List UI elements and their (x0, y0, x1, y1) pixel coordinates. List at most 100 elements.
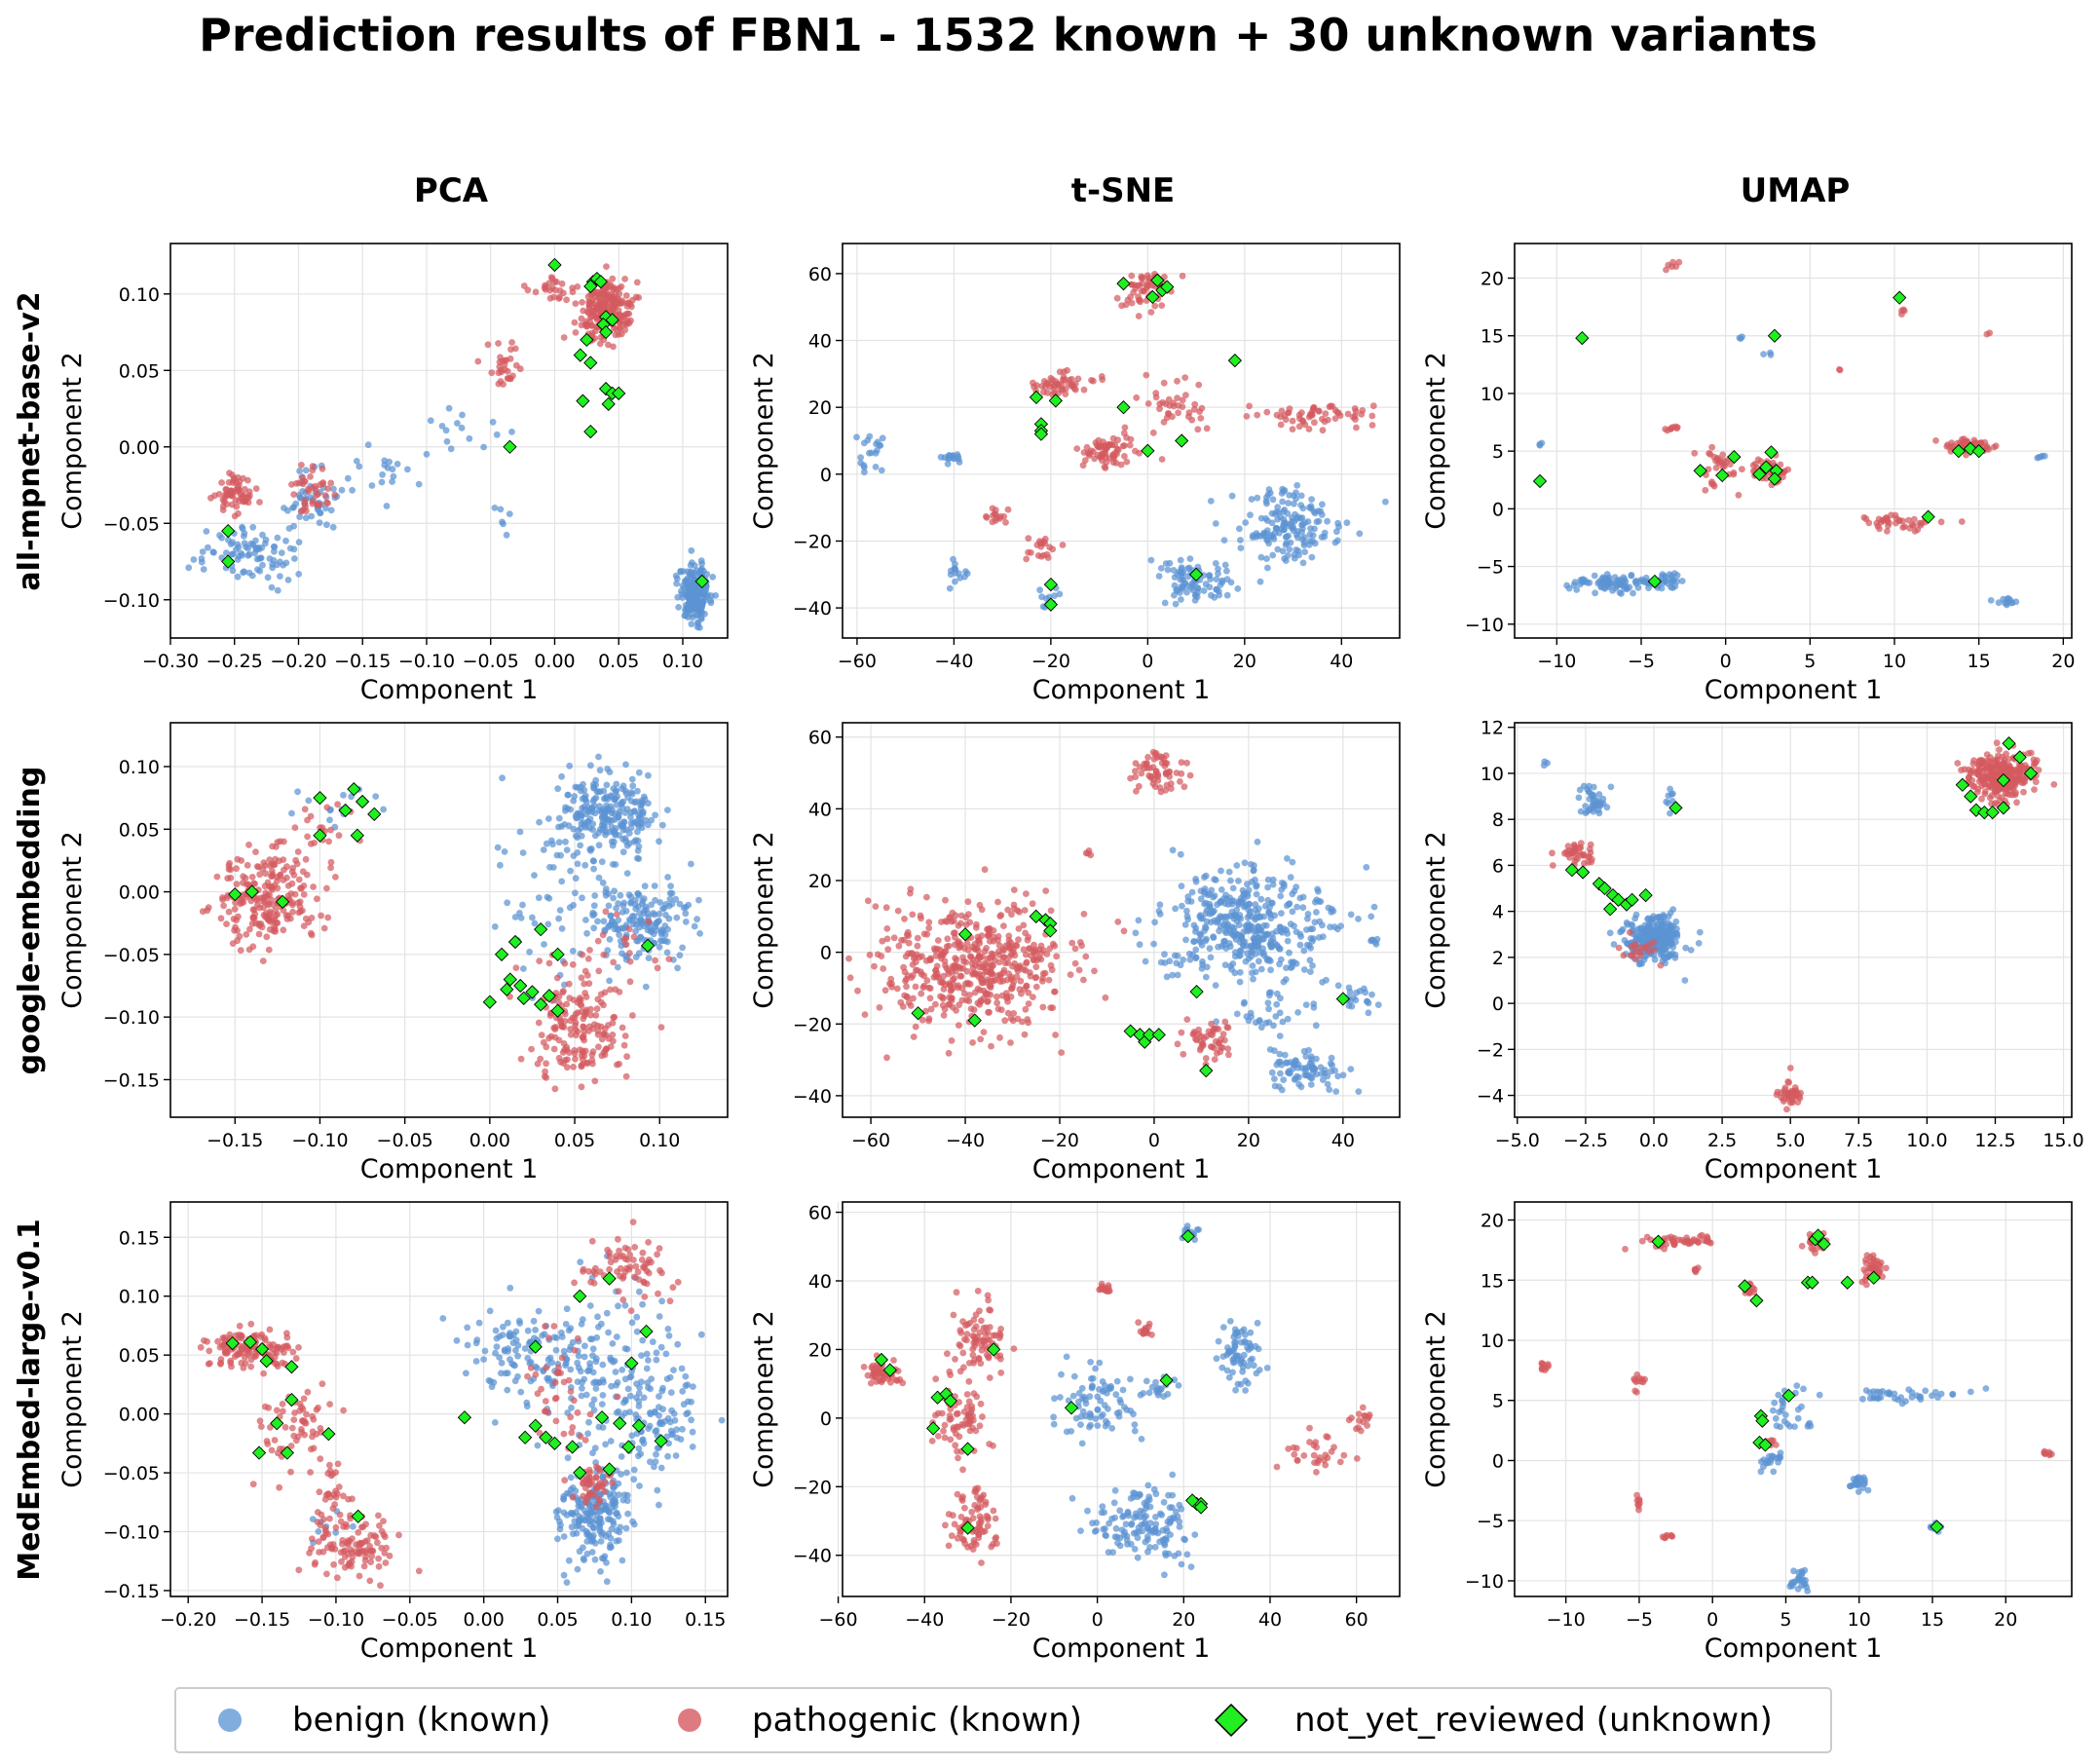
benign-point (1293, 515, 1301, 522)
pathogenic-point (987, 961, 994, 968)
benign-point (229, 550, 237, 558)
pathogenic-point (2005, 783, 2013, 791)
pathogenic-point (627, 317, 634, 324)
pathogenic-point (2031, 786, 2038, 793)
pathogenic-point (1193, 1036, 1200, 1044)
pathogenic-point (1101, 463, 1108, 470)
pathogenic-point (1344, 410, 1352, 418)
benign-point (1301, 548, 1308, 555)
pathogenic-point (307, 473, 314, 480)
pathogenic-point (1178, 759, 1185, 767)
benign-point (868, 449, 875, 457)
benign-point (1299, 904, 1307, 912)
benign-point (1262, 1019, 1270, 1027)
unknown-variant-marker (1951, 444, 1967, 459)
pathogenic-point (981, 866, 989, 874)
benign-point (536, 818, 543, 826)
pathogenic-point (579, 1008, 585, 1016)
pathogenic-point (943, 964, 951, 972)
pathogenic-point (1020, 921, 1028, 929)
pathogenic-point (578, 1062, 585, 1070)
pathogenic-point (1221, 1018, 1229, 1026)
benign-point (602, 888, 610, 896)
benign-point (1171, 574, 1179, 581)
pathogenic-point (1020, 946, 1028, 954)
benign-point (1257, 965, 1265, 973)
benign-point (1610, 941, 1618, 948)
pathogenic-point (534, 1060, 542, 1068)
benign-point (1332, 1088, 1340, 1095)
pathogenic-point (274, 884, 281, 892)
pathogenic-point (1650, 946, 1658, 954)
benign-point (252, 545, 260, 553)
benign-point (955, 456, 962, 463)
benign-point (1295, 1073, 1302, 1081)
benign-point (567, 867, 574, 875)
pathogenic-point (940, 1011, 948, 1019)
benign-point (648, 901, 655, 909)
pathogenic-point (975, 953, 983, 960)
benign-point (1156, 901, 1164, 909)
pathogenic-point (946, 994, 953, 1001)
benign-point (200, 566, 207, 573)
x-tick-label: 20 (2051, 651, 2075, 672)
unknown-variant-marker (1693, 464, 1707, 478)
unknown-variant-marker (503, 439, 517, 454)
benign-point (1334, 982, 1342, 990)
pathogenic-point (588, 1057, 596, 1064)
pathogenic-point (270, 901, 277, 909)
pathogenic-point (592, 1012, 600, 1019)
benign-point (1164, 566, 1172, 574)
benign-point (185, 564, 193, 572)
benign-point (628, 775, 636, 783)
benign-point (580, 819, 587, 827)
pathogenic-point (1061, 368, 1068, 375)
unknown-variant-marker (1142, 1028, 1157, 1042)
pathogenic-point (2033, 757, 2041, 764)
benign-point (629, 782, 637, 790)
benign-point (1228, 492, 1236, 500)
pathogenic-point (624, 299, 631, 307)
benign-point (1257, 1024, 1265, 1032)
benign-point (1334, 519, 1341, 527)
pathogenic-point (1632, 956, 1639, 963)
benign-point (1579, 577, 1586, 583)
benign-point (1171, 591, 1178, 599)
unknown-variant-marker (1727, 449, 1742, 465)
benign-point (556, 907, 564, 914)
benign-point (244, 544, 252, 552)
benign-point (1180, 957, 1187, 963)
pathogenic-point (581, 990, 588, 996)
pathogenic-point (623, 1053, 630, 1061)
pathogenic-point (626, 950, 633, 957)
benign-point (1345, 984, 1353, 992)
benign-point (1278, 1086, 1286, 1094)
pathogenic-point (922, 957, 930, 964)
pathogenic-point (595, 967, 603, 975)
pathogenic-point (986, 938, 993, 945)
unknown-variant-marker (1964, 789, 1978, 804)
benign-point (1600, 575, 1608, 582)
benign-point (651, 882, 658, 889)
pathogenic-point (506, 993, 513, 1000)
benign-point (1251, 944, 1257, 951)
benign-point (329, 523, 337, 531)
pathogenic-point (325, 838, 332, 845)
pathogenic-point (1196, 408, 1203, 415)
pathogenic-point (1135, 313, 1143, 319)
pathogenic-point (987, 984, 994, 992)
y-tick-label: 0.05 (119, 819, 160, 841)
pathogenic-point (272, 855, 279, 863)
pathogenic-point (1179, 272, 1186, 280)
pathogenic-point (542, 286, 549, 293)
benign-point (619, 902, 627, 910)
pathogenic-point (1549, 849, 1556, 857)
pathogenic-point (1135, 782, 1143, 790)
pathogenic-point (1959, 435, 1966, 443)
unknown-variant-marker (534, 997, 548, 1012)
pathogenic-point (1068, 939, 1076, 947)
unknown-variant-marker (221, 523, 236, 539)
benign-point (1307, 1053, 1315, 1061)
benign-point (596, 788, 604, 796)
pathogenic-point (620, 936, 628, 943)
